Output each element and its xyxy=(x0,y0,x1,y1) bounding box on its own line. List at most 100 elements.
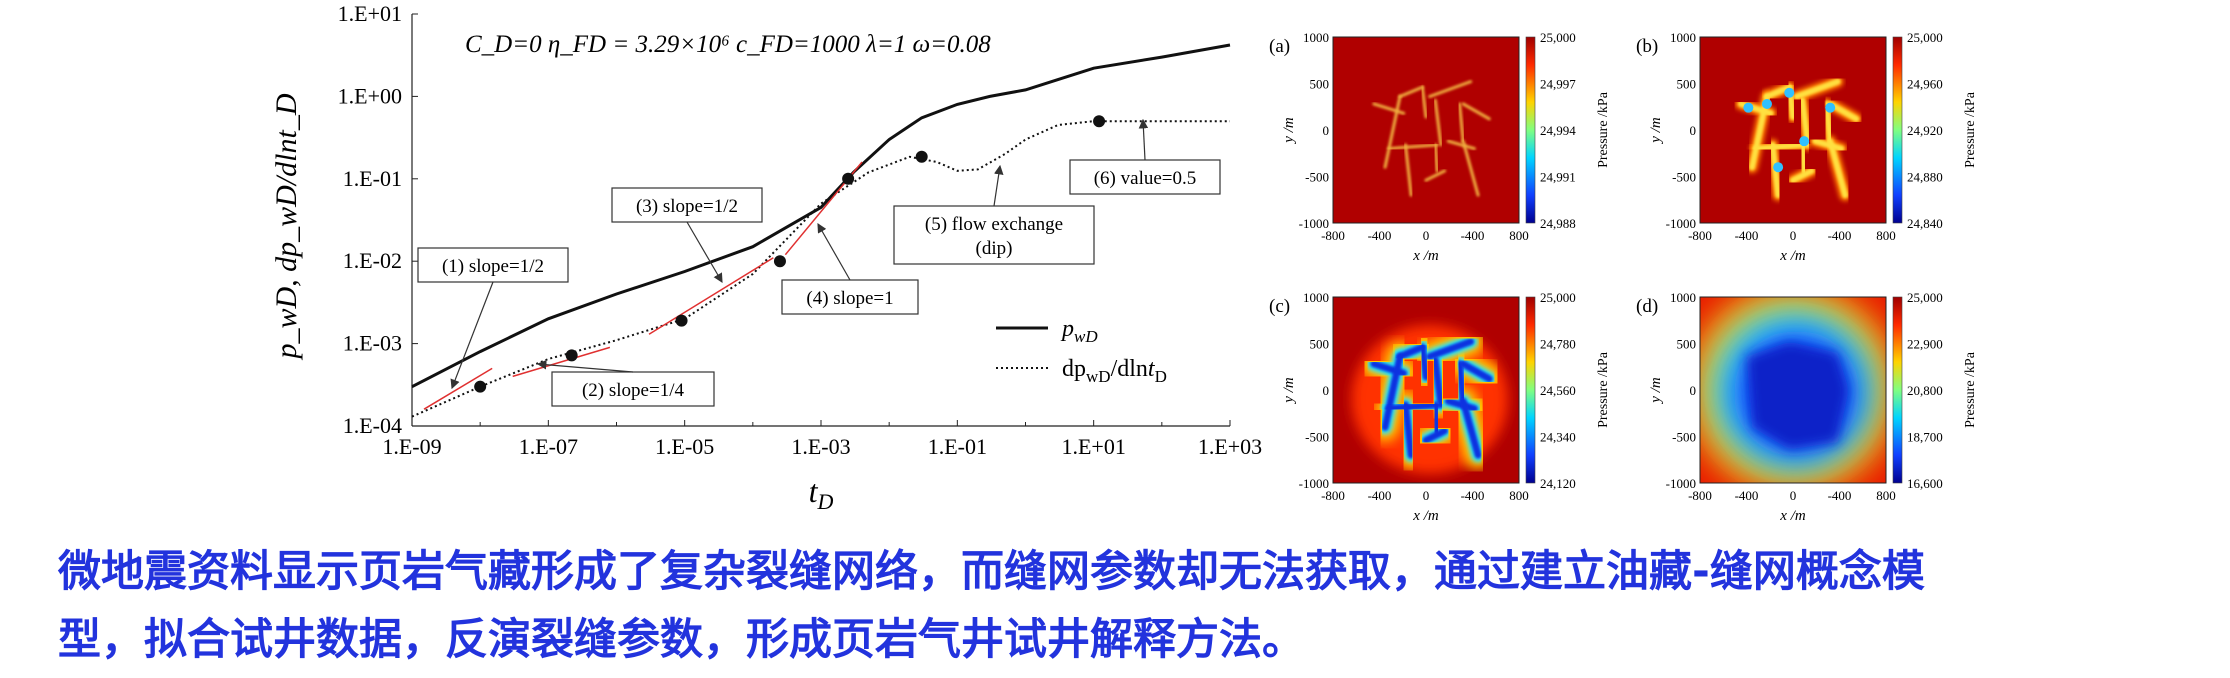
colorbar-label: Pressure /kPa xyxy=(1596,91,1611,168)
depletion-core xyxy=(1746,341,1849,450)
colorbar-tick-label: 24,960 xyxy=(1907,77,1943,92)
map-y-tick-label: 0 xyxy=(1690,383,1697,398)
colorbar-tick-label: 22,900 xyxy=(1907,337,1943,352)
colorbar-tick-label: 24,991 xyxy=(1540,170,1576,185)
fracture xyxy=(1381,353,1404,431)
fracture xyxy=(1455,360,1467,405)
map-x-tick-label: 0 xyxy=(1423,228,1430,243)
colorbar-label: Pressure /kPa xyxy=(1963,91,1978,168)
map-y-tick-label: -500 xyxy=(1305,170,1329,185)
panel-label: (a) xyxy=(1269,36,1290,57)
fracture xyxy=(1426,338,1475,361)
map-y-tick-label: 0 xyxy=(1323,383,1330,398)
fracture xyxy=(1398,85,1424,99)
map-y-label: y /m xyxy=(1281,117,1297,145)
fracture xyxy=(1420,85,1428,119)
fracture xyxy=(1431,356,1445,409)
series-pwd xyxy=(411,43,1231,389)
map-background xyxy=(1700,37,1886,223)
fracture-node xyxy=(1799,136,1810,147)
fracture xyxy=(1372,102,1406,115)
map-frame xyxy=(1332,296,1520,484)
map-x-tick-label: 800 xyxy=(1876,488,1896,503)
x-tick-label: 1.E-03 xyxy=(791,434,850,459)
x-tick-label: 1.E+01 xyxy=(1061,434,1125,459)
fracture xyxy=(1385,401,1441,413)
colorbar-label: Pressure /kPa xyxy=(1596,351,1611,428)
annotation-box xyxy=(551,371,715,407)
annotation-arrow xyxy=(1138,118,1149,161)
map-y-tick-label: -1000 xyxy=(1666,216,1696,231)
map-x-tick-label: 0 xyxy=(1790,228,1797,243)
pressure-map-a xyxy=(1333,37,1519,223)
colorbar-tick-label: 24,340 xyxy=(1540,430,1576,445)
map-y-tick-label: 1000 xyxy=(1303,290,1329,305)
fracture-node xyxy=(1761,98,1772,109)
fracture-node xyxy=(1773,162,1784,173)
map-frame xyxy=(1332,36,1520,224)
fracture xyxy=(1459,360,1493,383)
data-marker xyxy=(842,172,855,185)
colorbar-tick-label: 25,000 xyxy=(1907,30,1943,45)
pressure-map-c xyxy=(1333,297,1519,483)
map-y-tick-label: 500 xyxy=(1310,337,1330,352)
map-y-tick-label: 1000 xyxy=(1670,30,1696,45)
data-marker xyxy=(474,380,487,393)
colorbar-tick-label: 24,840 xyxy=(1907,216,1943,231)
fracture xyxy=(1763,84,1793,100)
data-marker xyxy=(1093,115,1106,128)
fracture xyxy=(1446,139,1476,151)
y-tick-label: 1.E+01 xyxy=(338,1,402,26)
fracture xyxy=(1418,343,1430,381)
map-background xyxy=(1333,37,1519,223)
colorbar-tick-label: 16,600 xyxy=(1907,476,1943,491)
map-y-label: y /m xyxy=(1281,377,1297,405)
fracture xyxy=(1404,143,1413,197)
map-frame xyxy=(1699,36,1887,224)
map-y-tick-label: -1000 xyxy=(1299,476,1329,491)
y-tick-label: 1.E-02 xyxy=(343,248,402,273)
fracture xyxy=(1433,98,1443,147)
x-tick-label: 1.E-05 xyxy=(655,434,714,459)
colorbar-tick-label: 24,880 xyxy=(1907,170,1943,185)
map-y-tick-label: -500 xyxy=(1305,430,1329,445)
map-y-tick-label: 1000 xyxy=(1670,290,1696,305)
colorbar-label: Pressure /kPa xyxy=(1963,351,1978,428)
map-x-tick-label: -800 xyxy=(1321,228,1345,243)
colorbar xyxy=(1892,36,1903,224)
slope-guide-line xyxy=(648,257,774,335)
map-x-tick-label: -800 xyxy=(1688,488,1712,503)
data-marker xyxy=(773,255,786,268)
annotation-box xyxy=(1069,159,1221,195)
annotation-text: (2) slope=1/4 xyxy=(582,380,685,401)
fracture-node xyxy=(1743,102,1754,113)
fracture xyxy=(1799,141,1808,174)
y-tick-label: 1.E-01 xyxy=(343,166,402,191)
caption-line-1: 微地震资料显示页岩气藏形成了复杂裂缝网络，而缝网参数却无法获取，通过建立油藏-缝… xyxy=(58,547,1925,597)
fracture xyxy=(1428,80,1473,99)
colorbar xyxy=(1525,36,1536,224)
panel-label: (b) xyxy=(1636,36,1658,57)
fracture xyxy=(1457,102,1465,143)
x-tick-label: 1.E+03 xyxy=(1198,434,1262,459)
colorbar-tick-label: 24,120 xyxy=(1540,476,1576,491)
y-axis-label: p_wD, dp_wD/dlnt_D xyxy=(270,93,303,360)
map-x-tick-label: 800 xyxy=(1509,228,1529,243)
map-x-tick-label: -800 xyxy=(1688,228,1712,243)
fracture xyxy=(1396,343,1426,361)
map-x-tick-label: -400 xyxy=(1735,488,1759,503)
annotation-text: (4) slope=1 xyxy=(806,288,893,309)
map-y-tick-label: 0 xyxy=(1690,123,1697,138)
map-x-label: x /m xyxy=(1779,248,1806,264)
map-x-tick-label: 800 xyxy=(1509,488,1529,503)
data-marker xyxy=(915,150,928,163)
panel-label: (c) xyxy=(1269,296,1290,317)
y-tick-label: 1.E-04 xyxy=(343,413,402,438)
annotation-text: (1) slope=1/2 xyxy=(442,256,544,277)
x-tick-label: 1.E-09 xyxy=(382,434,441,459)
panel-label: (d) xyxy=(1636,296,1658,317)
fracture xyxy=(1790,167,1815,184)
colorbar xyxy=(1525,296,1536,484)
data-marker xyxy=(565,349,578,362)
